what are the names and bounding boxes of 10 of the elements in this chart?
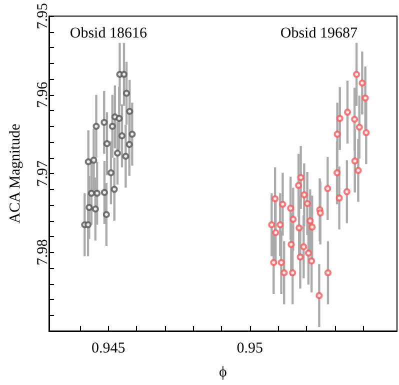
y-axis-title: ACA Magnitude	[8, 123, 24, 224]
x-tick-label: 0.945	[92, 340, 126, 356]
y-tick-label: 7.98	[35, 239, 51, 266]
x-tick-label: 0.95	[236, 340, 264, 356]
y-tick-label: 7.97	[35, 160, 51, 187]
text: Obsid 19687	[280, 26, 358, 42]
y-tick-label: 7.96	[35, 81, 51, 108]
y-tick-label: 7.95	[35, 3, 51, 30]
x-axis-title: ϕ	[219, 364, 228, 380]
text: Obsid 18616	[70, 26, 148, 42]
